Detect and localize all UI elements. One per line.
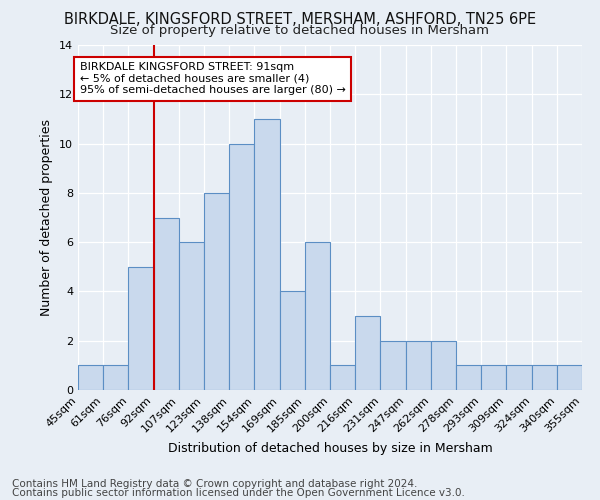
Bar <box>254 119 280 390</box>
Bar <box>431 340 456 390</box>
Text: Contains HM Land Registry data © Crown copyright and database right 2024.: Contains HM Land Registry data © Crown c… <box>12 479 418 489</box>
Text: Contains public sector information licensed under the Open Government Licence v3: Contains public sector information licen… <box>12 488 465 498</box>
Bar <box>506 366 532 390</box>
Bar <box>128 267 154 390</box>
Bar <box>204 193 229 390</box>
Bar <box>380 340 406 390</box>
Bar <box>406 340 431 390</box>
Text: Size of property relative to detached houses in Mersham: Size of property relative to detached ho… <box>110 24 490 37</box>
Bar <box>481 366 506 390</box>
Bar <box>330 366 355 390</box>
Bar <box>179 242 204 390</box>
Text: BIRKDALE KINGSFORD STREET: 91sqm
← 5% of detached houses are smaller (4)
95% of : BIRKDALE KINGSFORD STREET: 91sqm ← 5% of… <box>80 62 346 96</box>
X-axis label: Distribution of detached houses by size in Mersham: Distribution of detached houses by size … <box>167 442 493 455</box>
Bar <box>355 316 380 390</box>
Bar <box>229 144 254 390</box>
Bar <box>103 366 128 390</box>
Bar <box>456 366 481 390</box>
Bar <box>305 242 330 390</box>
Bar <box>557 366 582 390</box>
Bar <box>280 292 305 390</box>
Text: BIRKDALE, KINGSFORD STREET, MERSHAM, ASHFORD, TN25 6PE: BIRKDALE, KINGSFORD STREET, MERSHAM, ASH… <box>64 12 536 28</box>
Bar <box>532 366 557 390</box>
Bar <box>78 366 103 390</box>
Y-axis label: Number of detached properties: Number of detached properties <box>40 119 53 316</box>
Bar <box>154 218 179 390</box>
